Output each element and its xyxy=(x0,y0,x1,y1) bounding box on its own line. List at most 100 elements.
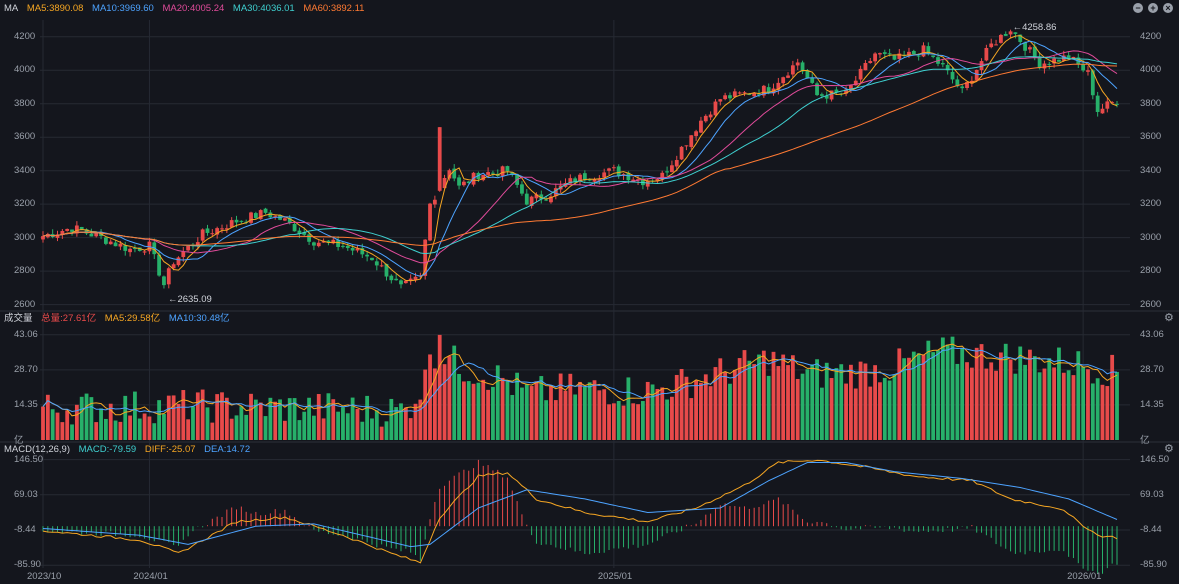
volume-bar[interactable] xyxy=(495,365,500,440)
volume-bar[interactable] xyxy=(737,358,742,440)
volume-bar[interactable] xyxy=(921,354,926,440)
volume-bar[interactable] xyxy=(684,376,689,440)
candle[interactable] xyxy=(1110,101,1115,104)
volume-bar[interactable] xyxy=(408,418,413,440)
candle[interactable] xyxy=(699,116,703,134)
candle[interactable] xyxy=(1003,31,1008,36)
volume-bar[interactable] xyxy=(834,368,839,440)
volume-bar[interactable] xyxy=(84,393,89,440)
volume-bar[interactable] xyxy=(549,385,553,440)
candle[interactable] xyxy=(249,211,253,225)
candle[interactable] xyxy=(103,236,108,246)
volume-bar[interactable] xyxy=(428,354,432,440)
candle[interactable] xyxy=(186,245,191,252)
volume-bar[interactable] xyxy=(955,363,960,440)
volume-bar[interactable] xyxy=(481,379,486,440)
volume-bar[interactable] xyxy=(350,397,355,440)
candle[interactable] xyxy=(50,229,55,239)
candle[interactable] xyxy=(452,164,457,182)
candle[interactable] xyxy=(945,60,950,75)
volume-bar[interactable] xyxy=(258,402,263,440)
volume-bar[interactable] xyxy=(249,393,253,440)
candle[interactable] xyxy=(336,236,341,251)
volume-bar[interactable] xyxy=(781,354,786,440)
candle[interactable] xyxy=(703,114,708,123)
volume-bar[interactable] xyxy=(45,394,50,440)
volume-bar[interactable] xyxy=(224,397,229,440)
candle[interactable] xyxy=(394,274,399,281)
candle[interactable] xyxy=(665,166,669,177)
volume-bar[interactable] xyxy=(108,403,113,440)
candle[interactable] xyxy=(878,52,882,59)
candle[interactable] xyxy=(108,239,113,245)
volume-bar[interactable] xyxy=(1028,349,1032,440)
candle[interactable] xyxy=(873,52,878,65)
candle[interactable] xyxy=(776,77,781,95)
volume-bar[interactable] xyxy=(176,403,181,440)
candle[interactable] xyxy=(723,92,728,101)
volume-bar[interactable] xyxy=(239,406,244,440)
volume-bar[interactable] xyxy=(1003,343,1008,440)
candle[interactable] xyxy=(345,242,350,251)
volume-bar[interactable] xyxy=(137,418,142,440)
candle[interactable] xyxy=(621,173,626,180)
candle[interactable] xyxy=(142,249,147,256)
volume-bar[interactable] xyxy=(282,420,287,440)
candle[interactable] xyxy=(399,279,403,289)
candle[interactable] xyxy=(786,72,790,79)
volume-bar[interactable] xyxy=(950,336,955,440)
candle[interactable] xyxy=(166,266,171,289)
volume-bar[interactable] xyxy=(815,359,819,440)
candle[interactable] xyxy=(55,230,60,242)
candle[interactable] xyxy=(486,167,490,177)
candle[interactable] xyxy=(795,58,800,71)
candle[interactable] xyxy=(1100,103,1105,114)
volume-bar[interactable] xyxy=(907,357,911,440)
volume-bar[interactable] xyxy=(60,422,65,440)
candle[interactable] xyxy=(790,60,795,78)
candle[interactable] xyxy=(824,91,829,104)
volume-bar[interactable] xyxy=(940,337,945,440)
volume-bar[interactable] xyxy=(810,364,815,440)
volume-bar[interactable] xyxy=(210,422,215,440)
volume-bar[interactable] xyxy=(539,376,544,440)
candle[interactable] xyxy=(432,195,437,208)
volume-bar[interactable] xyxy=(157,400,162,440)
candle[interactable] xyxy=(524,189,529,206)
volume-bar[interactable] xyxy=(500,377,505,440)
volume-bar[interactable] xyxy=(326,393,331,440)
volume-bar[interactable] xyxy=(916,353,921,440)
volume-bar[interactable] xyxy=(1061,372,1066,440)
volume-bar[interactable] xyxy=(670,396,674,440)
candle[interactable] xyxy=(771,83,776,96)
volume-bar[interactable] xyxy=(989,362,994,440)
volume-bar[interactable] xyxy=(655,389,660,440)
candle[interactable] xyxy=(868,57,873,64)
volume-bar[interactable] xyxy=(94,422,99,440)
candle[interactable] xyxy=(737,91,742,95)
volume-bar[interactable] xyxy=(41,406,45,440)
volume-bar[interactable] xyxy=(1066,370,1071,440)
volume-bar[interactable] xyxy=(544,400,549,440)
volume-bar[interactable] xyxy=(602,389,607,440)
candle[interactable] xyxy=(858,65,863,84)
candle[interactable] xyxy=(897,48,902,64)
candle[interactable] xyxy=(258,209,263,220)
volume-bar[interactable] xyxy=(732,369,737,440)
candle[interactable] xyxy=(549,192,553,204)
volume-bar[interactable] xyxy=(268,397,273,440)
volume-bar[interactable] xyxy=(897,348,902,440)
volume-bar[interactable] xyxy=(162,413,166,440)
candle[interactable] xyxy=(684,145,689,151)
candle[interactable] xyxy=(408,274,413,285)
volume-bar[interactable] xyxy=(360,421,365,440)
volume-bar[interactable] xyxy=(723,372,728,440)
volume-bar[interactable] xyxy=(195,392,200,440)
volume-bar[interactable] xyxy=(640,401,645,440)
candle[interactable] xyxy=(800,60,805,75)
volume-bar[interactable] xyxy=(839,364,844,440)
volume-bar[interactable] xyxy=(679,368,684,440)
volume-bar[interactable] xyxy=(631,403,636,440)
candle[interactable] xyxy=(974,69,979,80)
candle[interactable] xyxy=(520,181,524,196)
